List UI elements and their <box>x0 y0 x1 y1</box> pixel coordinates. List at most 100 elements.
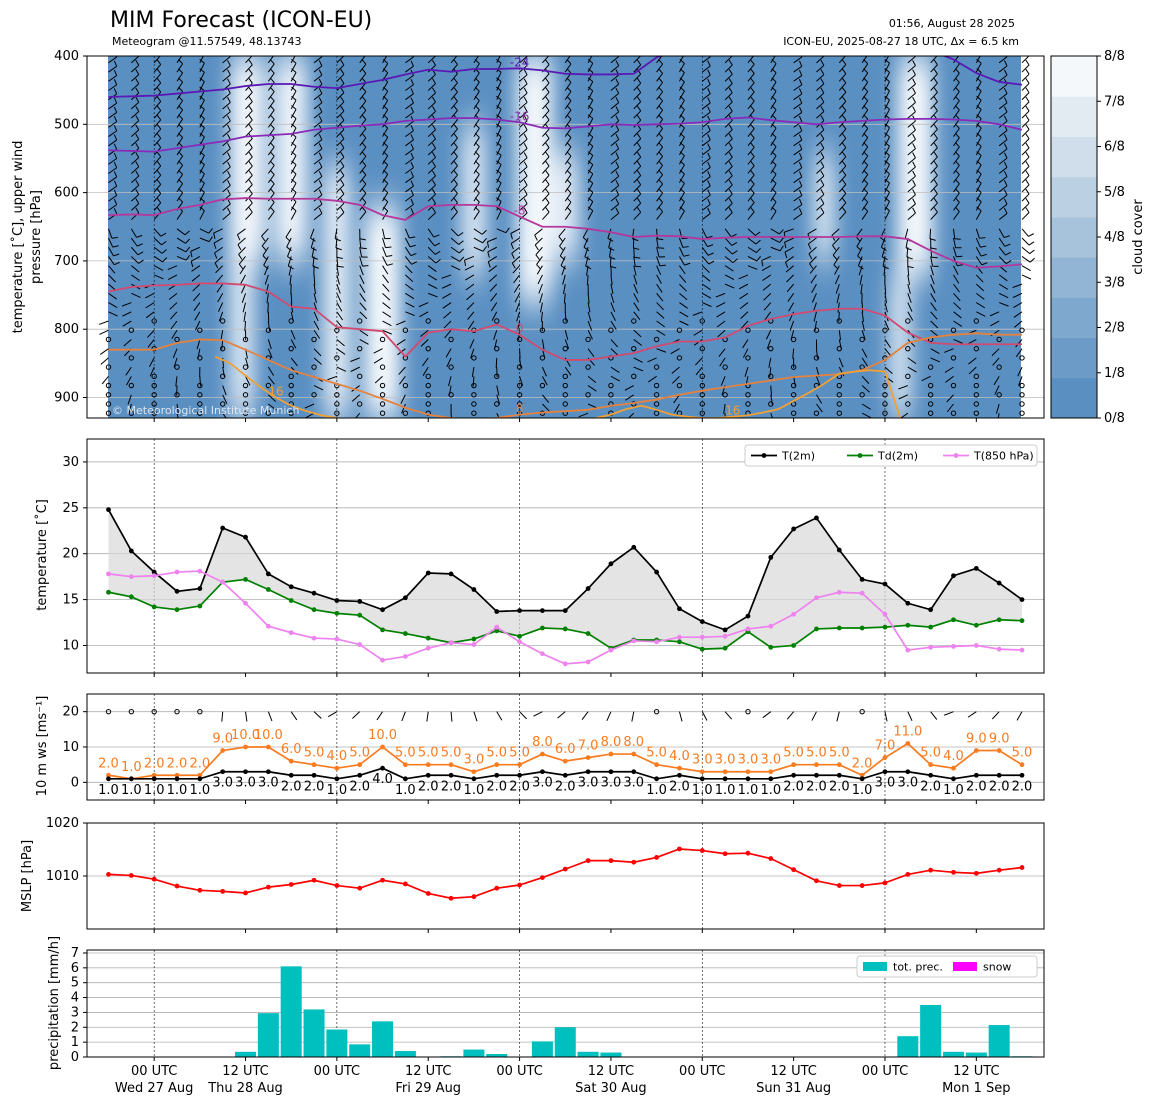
wind-barb-flag <box>459 256 465 262</box>
precip-bar <box>349 1044 371 1057</box>
legend-label: T(2m) <box>781 450 815 463</box>
wind-barb <box>793 75 803 82</box>
wind-barb-flag <box>884 141 890 147</box>
wind-barb-flag <box>912 207 916 214</box>
wind-barb <box>131 203 140 211</box>
wind-barb <box>976 311 986 317</box>
ytick-label: 15 <box>62 593 79 608</box>
wind-barb <box>313 385 324 391</box>
calm-marker <box>608 327 614 333</box>
calm-marker <box>494 401 500 407</box>
calm-marker <box>539 382 546 389</box>
wind-barb-flag <box>658 142 663 148</box>
wind-barb <box>742 348 749 358</box>
wind-barb <box>930 265 934 276</box>
wind-barb <box>496 164 502 174</box>
wind-barb <box>701 203 711 211</box>
calm-marker <box>425 392 431 398</box>
wind-barb <box>656 211 664 220</box>
wind-barb <box>810 274 817 284</box>
wind-barb <box>401 403 406 414</box>
wind-barb-flag <box>679 188 685 193</box>
wind-barb-flag <box>434 242 441 247</box>
wind-barb-flag <box>214 262 219 269</box>
wind-barb <box>131 64 140 73</box>
wind-barb <box>313 293 317 304</box>
wind-barb-flag <box>227 170 231 177</box>
wind-barb-flag <box>954 77 960 83</box>
wind-barb <box>336 366 347 372</box>
calm-marker <box>950 355 957 361</box>
wind-barb-flag <box>682 246 689 248</box>
calm-marker <box>197 708 203 715</box>
series-point-1 <box>996 617 1002 623</box>
wind-barb <box>131 56 140 64</box>
mslp-point <box>608 858 614 864</box>
wind-barb <box>769 367 772 378</box>
wind-barb <box>793 185 803 193</box>
wind-barb <box>770 183 777 193</box>
wind-barb <box>245 156 253 165</box>
wind-barb-flag <box>482 238 487 244</box>
wind-barb-flag <box>732 250 738 255</box>
wind-barb <box>816 129 825 137</box>
calm-marker <box>174 708 180 715</box>
wind-barb-flag <box>615 152 620 159</box>
wind-barb <box>542 138 550 147</box>
calm-marker <box>494 345 500 352</box>
wind-barb-flag <box>728 170 733 177</box>
wind-barb-flag <box>156 151 162 158</box>
wind-barb <box>536 256 543 265</box>
wind-point-1 <box>745 776 751 782</box>
wind-barb-flag <box>474 178 480 184</box>
wind-barb <box>857 256 863 266</box>
wind-barb-flag <box>291 105 297 110</box>
wind-barb <box>241 293 246 303</box>
wind-barb <box>859 274 863 285</box>
wind-barb <box>108 158 117 165</box>
wind-barb-flag <box>566 132 572 138</box>
wind-barb-flag <box>679 123 685 129</box>
wind-barb-flag <box>156 170 162 176</box>
wind-barb <box>564 366 572 376</box>
wind-barb <box>267 118 275 128</box>
wind-barb <box>738 283 749 290</box>
wind-data-label: 1.0 <box>395 783 416 798</box>
wind-barb-flag <box>510 243 514 250</box>
wind-barb-flag <box>291 169 297 175</box>
wind-barb <box>610 284 614 295</box>
calm-marker <box>813 355 820 361</box>
wind-barb <box>1021 228 1029 237</box>
series-point-1 <box>859 625 865 631</box>
wind-barb <box>861 330 866 340</box>
wind-barb <box>761 265 772 271</box>
wind-barb-flag <box>135 152 140 158</box>
wind-barb <box>153 82 162 91</box>
wind-barb-flag <box>976 151 982 156</box>
wind-barb <box>336 119 345 128</box>
wind-barb <box>1017 366 1023 377</box>
calm-marker <box>219 345 226 352</box>
wind-barb <box>587 293 590 304</box>
wind-barb-flag <box>269 151 275 157</box>
wind-barb-flag <box>453 123 458 130</box>
calm-marker <box>197 401 203 407</box>
calm-marker <box>379 364 386 370</box>
surface-wind-barb <box>352 711 361 719</box>
wind-barb-flag <box>431 142 436 149</box>
wind-barb <box>108 292 117 300</box>
wind-barb <box>564 201 572 211</box>
series-point-0 <box>106 507 111 513</box>
wind-ylabel: 10 m ws [ms⁻¹] <box>35 696 50 797</box>
wind-barb <box>336 101 345 110</box>
calm-marker <box>927 401 934 407</box>
wind-barb <box>907 83 916 91</box>
wind-barb <box>724 56 733 64</box>
wind-point-0 <box>699 769 705 775</box>
wind-barb <box>946 394 954 403</box>
calm-marker <box>813 410 820 416</box>
wind-barb <box>222 65 231 73</box>
wind-barb <box>747 146 755 156</box>
wind-barb <box>288 265 292 276</box>
calm-marker <box>151 373 157 380</box>
